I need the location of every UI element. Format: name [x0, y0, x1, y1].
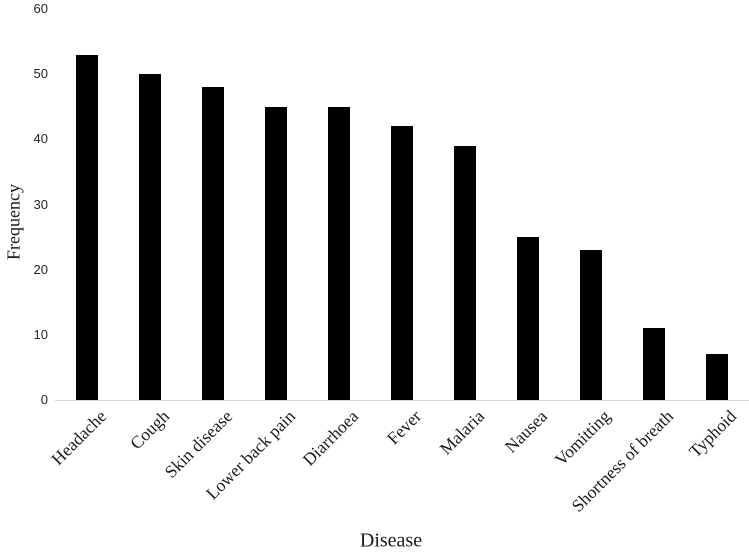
x-category-label-fever: Fever — [382, 406, 426, 449]
x-category-label-headache: Headache — [46, 406, 110, 469]
bar-cough — [138, 74, 161, 400]
bar-headache — [75, 54, 98, 400]
x-category-label-typhoid: Typhoid — [685, 406, 741, 462]
bar-malaria — [454, 145, 477, 400]
x-category-label-nausea: Nausea — [500, 406, 552, 457]
y-tick-label-0: 0 — [40, 392, 48, 407]
bar-diarrhoea — [327, 106, 350, 400]
bar-skin-disease — [201, 87, 224, 400]
y-tick-label-30: 30 — [33, 196, 48, 212]
x-category-label-diarrhoea: Diarrhoea — [298, 406, 363, 470]
bar-nausea — [517, 237, 540, 400]
x-category-label-vomitting: Vomitting — [550, 406, 615, 470]
y-tick-label-50: 50 — [33, 66, 48, 82]
bar-vomitting — [580, 250, 603, 400]
bar-shortness-of-breath — [643, 328, 666, 400]
y-tick-label-20: 20 — [33, 261, 48, 277]
bar-lower-back-pain — [264, 106, 287, 400]
y-tick-label-60: 60 — [33, 1, 48, 16]
y-tick-label-10: 10 — [33, 326, 48, 342]
bar-typhoid — [706, 354, 729, 400]
y-axis-title: Frequency — [3, 184, 24, 260]
y-tick-label-40: 40 — [33, 131, 48, 147]
x-category-label-cough: Cough — [125, 406, 173, 454]
plot-area — [55, 0, 749, 401]
x-axis-title: Disease — [359, 529, 423, 552]
x-category-label-malaria: Malaria — [435, 406, 489, 459]
bar-fever — [391, 126, 413, 400]
